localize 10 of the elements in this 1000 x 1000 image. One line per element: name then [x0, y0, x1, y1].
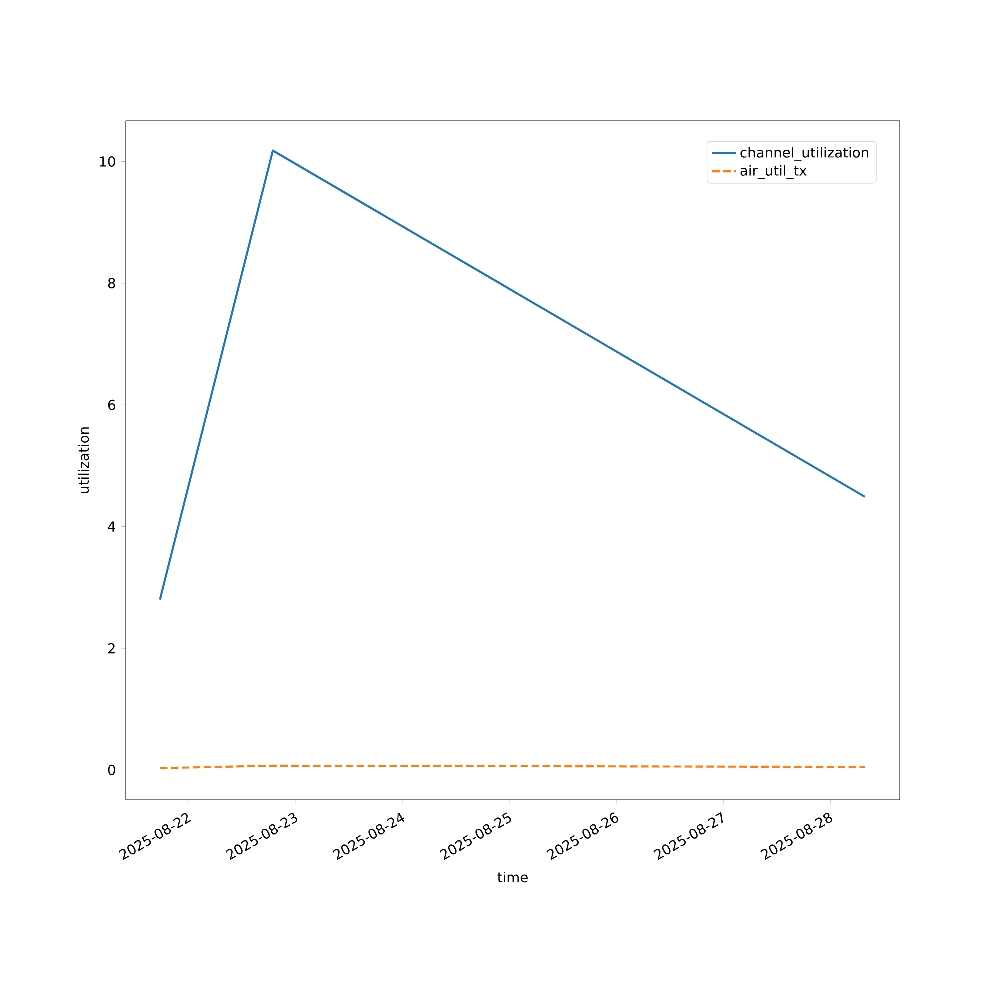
y-tick-label: 10 — [100, 156, 116, 167]
y-tick-label: 4 — [108, 522, 116, 532]
y-tick-label: 0 — [108, 764, 116, 776]
legend-label: channel_utilization — [740, 147, 868, 161]
y-tick-label: 2 — [108, 643, 115, 654]
y-tick-label: 6 — [108, 400, 116, 410]
legend-label: air_util_tx — [740, 165, 807, 180]
y-axis-title: utilization — [78, 428, 90, 494]
y-tick-label: 8 — [108, 278, 116, 289]
x-axis-title: time — [498, 872, 528, 883]
